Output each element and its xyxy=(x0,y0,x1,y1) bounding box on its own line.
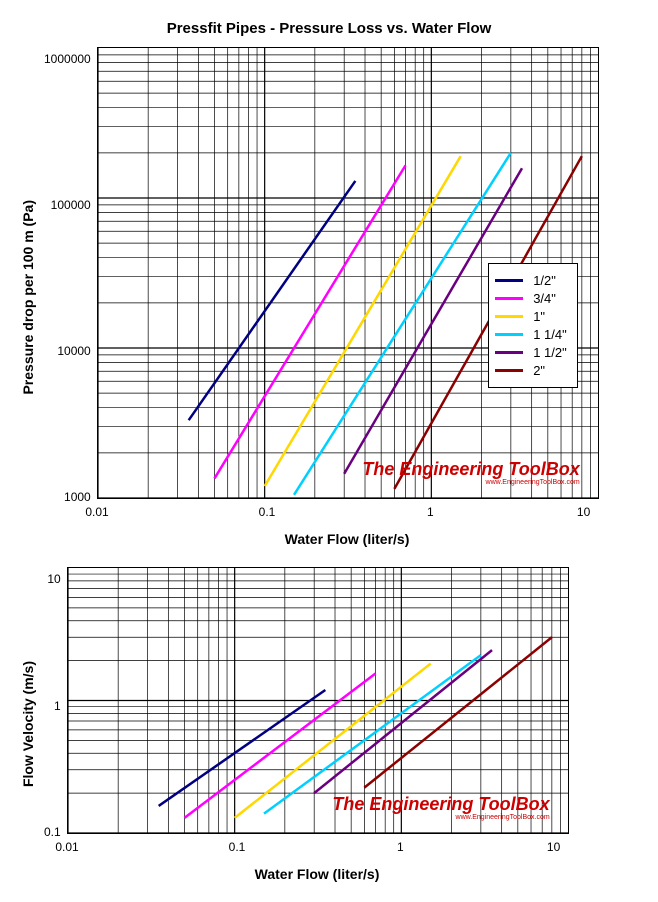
pressure-loss-figure: Pressfit Pipes - Pressure Loss vs. Water… xyxy=(20,20,638,882)
legend-item: 1 1/2" xyxy=(495,345,567,360)
chart1: Pressure drop per 100 m (Pa) 1000000 1000… xyxy=(20,47,638,547)
chart2: Flow Velocity (m/s) 10 1 0.1 The Engineeri… xyxy=(20,567,638,882)
legend-swatch xyxy=(495,351,523,354)
x-tick: 1 xyxy=(397,840,404,854)
legend-label: 1 1/4" xyxy=(533,327,567,342)
chart1-yaxis: 1000000100000100001000 xyxy=(44,47,97,497)
chart1-xlabel: Water Flow (liter/s) xyxy=(97,531,597,547)
y-tick: 0.1 xyxy=(44,826,61,838)
legend-label: 2" xyxy=(533,363,545,378)
x-tick: 0.1 xyxy=(229,840,246,854)
series-line xyxy=(184,673,375,817)
x-tick: 0.01 xyxy=(85,505,108,519)
chart2-yaxis: 1010.1 xyxy=(44,567,67,832)
chart2-plot: The Engineering ToolBox www.EngineeringT… xyxy=(67,567,569,834)
series-line xyxy=(314,650,492,793)
legend-label: 3/4" xyxy=(533,291,556,306)
x-tick: 0.1 xyxy=(259,505,276,519)
chart2-xaxis: 0.010.1110 xyxy=(67,834,567,854)
x-tick: 10 xyxy=(547,840,560,854)
x-tick: 10 xyxy=(577,505,590,519)
x-tick: 0.01 xyxy=(55,840,78,854)
legend-item: 2" xyxy=(495,363,567,378)
legend-swatch xyxy=(495,369,523,372)
legend-swatch xyxy=(495,333,523,336)
x-tick: 1 xyxy=(427,505,434,519)
y-tick: 10000 xyxy=(57,345,90,357)
legend-label: 1" xyxy=(533,309,545,324)
legend-label: 1 1/2" xyxy=(533,345,567,360)
legend-item: 1" xyxy=(495,309,567,324)
legend-label: 1/2" xyxy=(533,273,556,288)
chart-title: Pressfit Pipes - Pressure Loss vs. Water… xyxy=(20,20,638,37)
y-tick: 10 xyxy=(47,573,60,585)
chart1-ylabel: Pressure drop per 100 m (Pa) xyxy=(20,200,36,395)
y-tick: 100000 xyxy=(51,199,91,211)
legend-item: 1/2" xyxy=(495,273,567,288)
series-line xyxy=(294,153,511,495)
legend-item: 3/4" xyxy=(495,291,567,306)
legend-swatch xyxy=(495,297,523,300)
y-tick: 1 xyxy=(54,700,61,712)
chart1-plot: 1/2"3/4"1"1 1/4"1 1/2"2" The Engineering… xyxy=(97,47,599,499)
chart1-xaxis: 0.010.1110 xyxy=(97,499,597,519)
series-line xyxy=(364,637,551,787)
chart2-ylabel: Flow Velocity (m/s) xyxy=(20,661,36,787)
y-tick: 1000 xyxy=(64,491,91,503)
legend-swatch xyxy=(495,315,523,318)
legend-swatch xyxy=(495,279,523,282)
y-tick: 1000000 xyxy=(44,53,91,65)
chart2-xlabel: Water Flow (liter/s) xyxy=(67,866,567,882)
legend-item: 1 1/4" xyxy=(495,327,567,342)
legend: 1/2" 3/4" 1" 1 1/4" 1 1/2" 2" xyxy=(488,263,578,388)
